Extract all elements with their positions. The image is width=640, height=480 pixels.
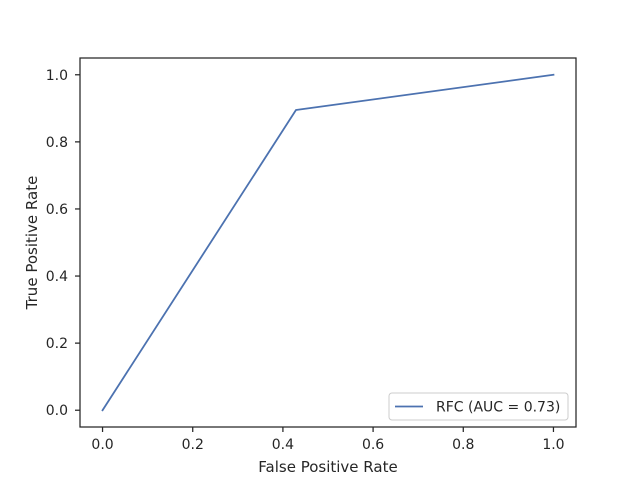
x-tick-label: 1.0 bbox=[542, 437, 564, 453]
x-axis-ticks: 0.0 0.2 0.4 0.6 0.8 1.0 bbox=[91, 427, 565, 453]
plot-frame bbox=[79, 57, 577, 428]
roc-curve-line bbox=[101, 73, 555, 412]
y-tick-label: 0.8 bbox=[46, 135, 68, 151]
y-axis-label: True Positive Rate bbox=[23, 176, 41, 311]
legend: RFC (AUC = 0.73) bbox=[388, 392, 569, 421]
y-tick-label: 0.6 bbox=[46, 202, 68, 218]
series-layer bbox=[101, 73, 555, 412]
y-axis-ticks: 0.0 0.2 0.4 0.6 0.8 1.0 bbox=[46, 68, 80, 419]
x-tick-label: 0.8 bbox=[452, 437, 474, 453]
y-tick-label: 0.4 bbox=[46, 269, 68, 285]
x-tick-label: 0.6 bbox=[362, 437, 384, 453]
x-tick-label: 0.4 bbox=[272, 437, 294, 453]
y-tick-label: 0.0 bbox=[46, 403, 68, 419]
legend-box bbox=[388, 392, 569, 421]
y-tick-label: 1.0 bbox=[46, 68, 68, 84]
x-tick-label: 0.2 bbox=[182, 437, 204, 453]
x-tick-label: 0.0 bbox=[91, 437, 113, 453]
y-tick-label: 0.2 bbox=[46, 336, 68, 352]
x-axis-label: False Positive Rate bbox=[258, 458, 397, 476]
legend-label: RFC (AUC = 0.73) bbox=[436, 400, 560, 416]
